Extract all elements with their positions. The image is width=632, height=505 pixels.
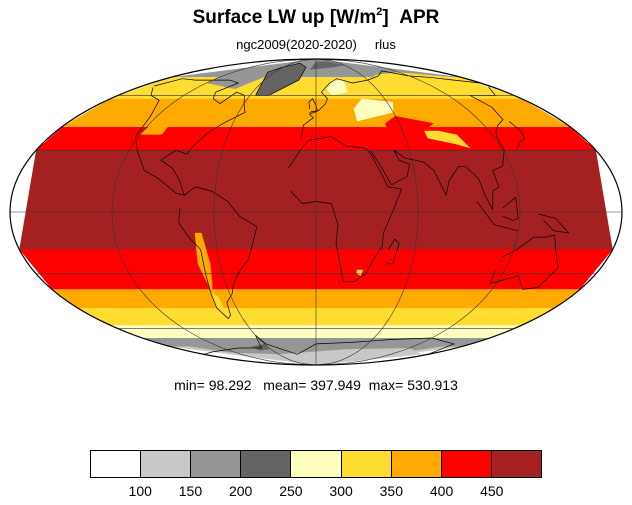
max-value: 530.913	[407, 377, 458, 393]
mean-value: 397.949	[310, 377, 361, 393]
subtitle-variable: rlus	[374, 37, 396, 52]
map-statistics: min= 98.292 mean= 397.949 max= 530.913	[0, 377, 632, 393]
field-region	[255, 63, 306, 96]
coastline	[508, 121, 526, 149]
colorbar-swatch	[191, 451, 242, 477]
min-label: min=	[174, 377, 205, 393]
title-text: Surface LW up [W/m	[192, 7, 377, 28]
title-superscript: 2	[376, 6, 383, 18]
field-region	[309, 61, 345, 70]
max-label: max=	[368, 377, 404, 393]
field-region	[140, 116, 173, 135]
field-region	[494, 265, 547, 290]
colorbar-tick-label: 300	[329, 483, 353, 499]
colorbar-tick-label: 150	[178, 483, 203, 499]
colorbar-tick-label: 250	[279, 483, 303, 499]
field-region	[385, 116, 434, 135]
field-region	[353, 98, 394, 122]
map-subtitle: ngc2009(2020-2020) rlus	[0, 37, 632, 52]
colorbar-swatch	[491, 451, 541, 477]
coastline	[288, 136, 403, 283]
coastline	[476, 201, 519, 232]
field-region	[356, 269, 364, 276]
colorbar-swatch	[441, 451, 492, 477]
mean-label: mean=	[263, 377, 307, 393]
coastline	[538, 213, 570, 234]
title-month: APR	[399, 7, 440, 28]
coastline	[502, 196, 519, 221]
field-region	[340, 257, 368, 282]
field-region	[212, 293, 226, 316]
coastline	[300, 70, 481, 139]
field-region	[424, 130, 471, 149]
coastline	[386, 238, 400, 265]
coastline	[370, 85, 505, 211]
colorbar-tick-label: 450	[480, 483, 504, 499]
coastline	[489, 234, 559, 290]
colorbar-tick-label: 200	[228, 483, 253, 499]
field-region	[251, 343, 270, 351]
colorbar-swatch	[241, 451, 292, 477]
colorbar-swatch	[141, 451, 192, 477]
field-region	[206, 67, 267, 89]
colorbar-swatch	[91, 451, 142, 477]
colorbar	[90, 450, 542, 478]
colorbar-swatch	[391, 451, 442, 477]
map-field	[10, 59, 622, 365]
colorbar-tick-label: 350	[379, 483, 404, 499]
subtitle-experiment: ngc2009(2020-2020)	[236, 37, 357, 52]
colorbar-tick-label: 100	[128, 483, 152, 499]
title-bracket: ]	[382, 7, 389, 28]
coastline	[255, 62, 307, 96]
coastline	[135, 78, 246, 196]
colorbar-tick-label: 400	[429, 483, 454, 499]
min-value: 98.292	[208, 377, 252, 393]
colorbar-swatch	[341, 451, 392, 477]
colorbar-swatch	[291, 451, 342, 477]
field-region	[212, 348, 422, 365]
globe-outline	[9, 58, 623, 366]
coastline	[178, 186, 258, 320]
colorbar-tick-labels: 100 150 200 250 300 350 400 450	[90, 483, 542, 503]
map-title: Surface LW up [W/m2] APR	[0, 6, 632, 29]
field-region	[326, 80, 348, 96]
